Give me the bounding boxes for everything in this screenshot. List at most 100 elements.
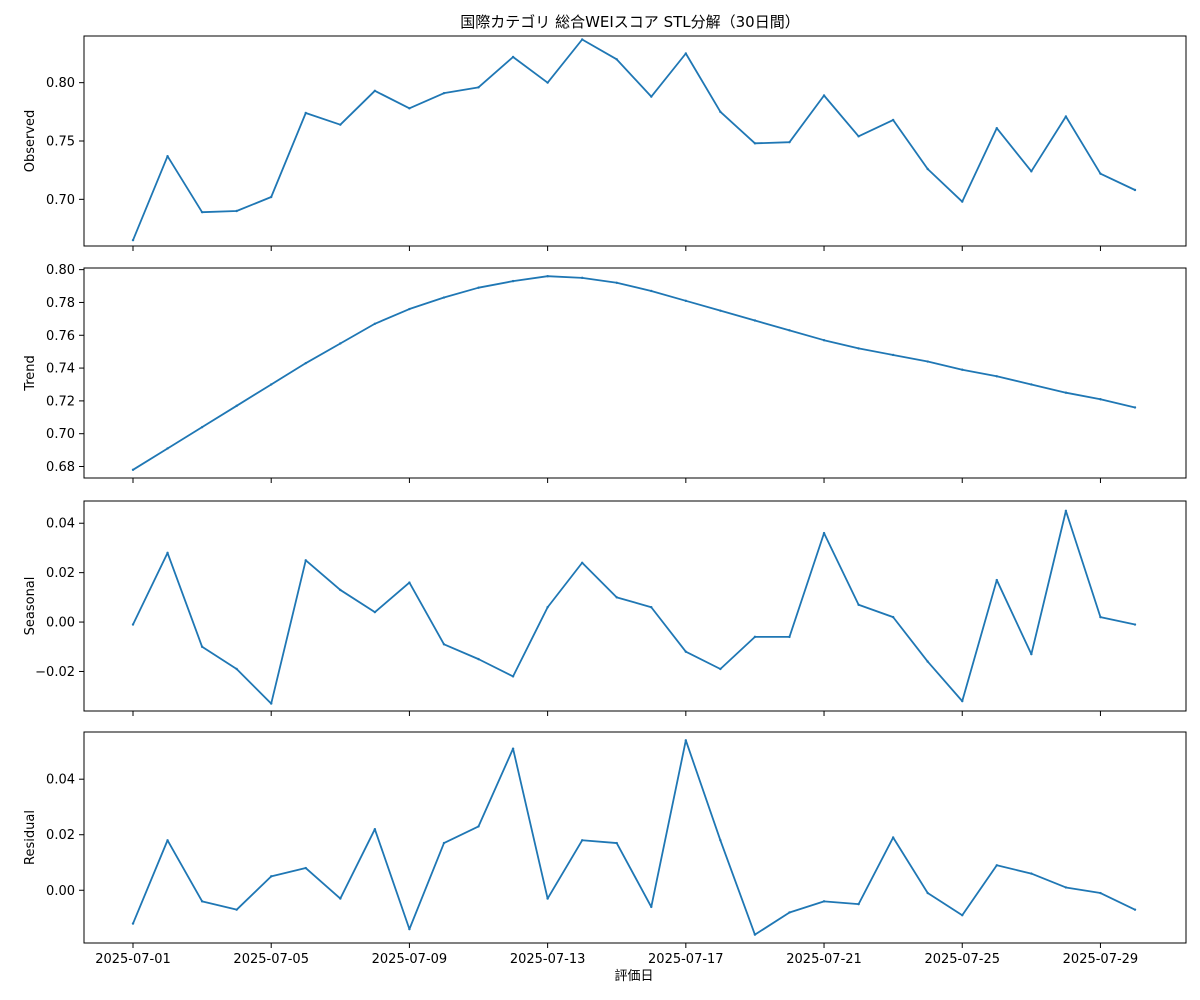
data-point: [546, 897, 549, 900]
y-tick-label: 0.04: [46, 517, 75, 532]
data-point: [891, 353, 895, 357]
y-tick-label: 0.02: [46, 828, 75, 843]
data-point: [304, 866, 307, 870]
data-point: [995, 864, 998, 867]
data-point: [615, 596, 618, 599]
data-point: [891, 118, 895, 122]
data-point: [1030, 652, 1033, 656]
data-point: [684, 650, 688, 653]
data-point: [270, 383, 273, 386]
data-point: [1064, 391, 1068, 394]
panel-frame: [83, 731, 1187, 944]
data-point: [511, 55, 515, 59]
data-point: [961, 200, 964, 203]
data-point: [131, 468, 135, 471]
y-tick-label: 0.70: [46, 193, 75, 208]
data-point: [200, 900, 204, 903]
data-point: [477, 86, 480, 89]
data-point: [304, 559, 307, 562]
data-point: [995, 126, 998, 130]
data-point: [235, 908, 238, 911]
data-point: [788, 140, 791, 144]
data-point: [442, 841, 446, 845]
data-point: [511, 747, 515, 750]
data-point: [131, 238, 135, 242]
data-point: [235, 209, 238, 213]
y-tick-label: 0.00: [46, 616, 75, 631]
data-point: [615, 841, 618, 845]
data-point: [1099, 172, 1102, 175]
data-point: [304, 361, 307, 365]
y-tick-label: 0.68: [46, 460, 75, 475]
data-point: [1133, 188, 1137, 192]
x-tick-label: 2025-07-13: [510, 952, 586, 967]
series-line-observed: [132, 38, 1136, 242]
data-point: [546, 275, 549, 278]
data-point: [1133, 623, 1137, 626]
data-point: [822, 900, 826, 903]
data-point: [995, 578, 998, 582]
y-tick-label: 0.75: [46, 135, 75, 150]
data-point: [1030, 383, 1033, 386]
x-tick-label: 2025-07-05: [233, 952, 309, 967]
data-point: [477, 286, 480, 289]
data-point: [580, 276, 584, 280]
data-point: [961, 368, 964, 371]
data-point: [200, 210, 204, 214]
data-point: [1064, 509, 1068, 513]
data-point: [684, 299, 688, 303]
data-point: [166, 839, 169, 842]
y-axis-label: Seasonal: [23, 577, 38, 636]
data-point: [408, 307, 411, 311]
data-point: [1133, 406, 1137, 409]
data-point: [373, 89, 377, 93]
data-point: [961, 914, 964, 917]
data-point: [650, 289, 653, 293]
data-point: [477, 657, 480, 661]
y-tick-label: 0.02: [46, 566, 75, 581]
data-point: [270, 875, 273, 878]
data-point: [339, 897, 342, 900]
data-point: [131, 922, 135, 925]
data-point: [1030, 872, 1033, 875]
data-point: [270, 195, 273, 199]
y-tick-label: 0.76: [46, 329, 75, 344]
data-point: [719, 110, 722, 114]
y-axis-label: Observed: [23, 110, 38, 173]
data-point: [926, 360, 929, 363]
data-point: [1133, 908, 1137, 911]
data-point: [857, 603, 860, 606]
data-point: [511, 279, 515, 283]
y-tick-label: 0.74: [46, 362, 75, 377]
data-point: [857, 347, 860, 350]
data-point: [373, 610, 377, 614]
data-point: [857, 135, 860, 138]
data-point: [408, 107, 411, 110]
series-line-residual: [132, 739, 1136, 936]
data-point: [1099, 891, 1102, 895]
x-tick-label: 2025-07-09: [372, 952, 448, 967]
data-point: [822, 338, 826, 342]
data-point: [753, 635, 757, 639]
data-point: [719, 309, 722, 312]
data-point: [235, 404, 238, 408]
data-point: [166, 447, 169, 450]
data-point: [926, 660, 929, 663]
y-axis-label: Trend: [23, 355, 38, 392]
data-point: [477, 825, 480, 828]
data-point: [408, 927, 411, 931]
data-point: [891, 836, 895, 839]
panel-frame: [83, 35, 1187, 247]
x-tick-label: 2025-07-01: [95, 952, 171, 967]
y-tick-label: 0.78: [46, 296, 75, 311]
data-point: [442, 643, 446, 646]
data-point: [166, 551, 169, 555]
y-tick-label: 0.80: [46, 263, 75, 278]
data-point: [788, 911, 791, 914]
data-point: [719, 667, 722, 671]
panel-residual: 0.00 0.02 0.04 Residual 2025-07-01 2025-07-05…: [23, 731, 1187, 967]
data-point: [408, 581, 411, 584]
data-point: [650, 606, 653, 609]
data-point: [995, 375, 998, 378]
